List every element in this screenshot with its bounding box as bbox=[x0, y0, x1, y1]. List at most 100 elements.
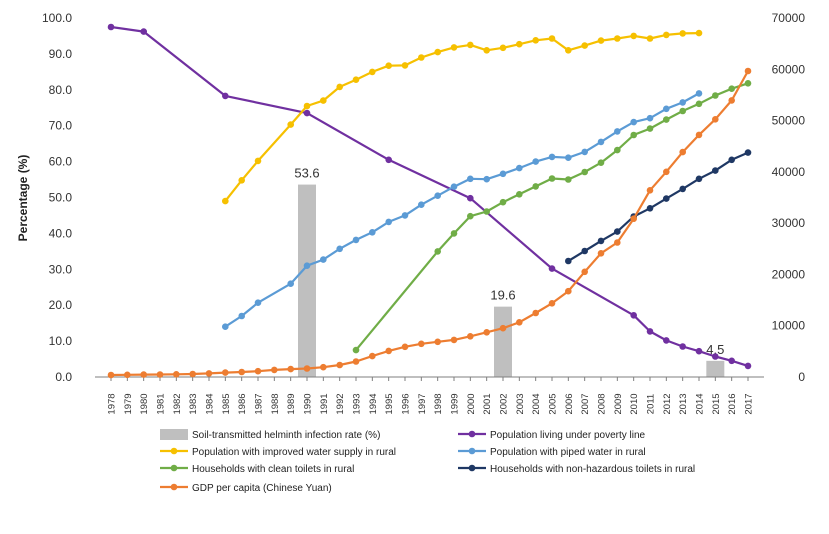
legend-label-gdp-per-capita-chinese-yuan: GDP per capita (Chinese Yuan) bbox=[192, 483, 332, 494]
series-point-households-with-clean-toilets-in-rural bbox=[450, 230, 458, 237]
y2-tick-label: 20000 bbox=[772, 267, 806, 281]
series-point-households-with-clean-toilets-in-rural bbox=[744, 80, 752, 87]
series-point-households-with-non-hazardous-toilets-in-rural bbox=[744, 149, 752, 156]
x-tick-label: 2002 bbox=[499, 393, 510, 414]
x-tick-label: 2007 bbox=[580, 393, 591, 414]
x-tick-label: 1991 bbox=[319, 393, 330, 414]
x-tick-label: 2003 bbox=[515, 393, 526, 414]
x-tick-label: 1998 bbox=[433, 393, 444, 414]
series-point-population-living-under-poverty-line bbox=[548, 265, 556, 272]
series-point-population-with-improved-water-supply-in-rural bbox=[516, 40, 523, 48]
x-tick-label: 1997 bbox=[417, 393, 428, 414]
y2-tick-label: 0 bbox=[798, 370, 805, 384]
series-point-gdp-per-capita-chinese-yuan bbox=[499, 324, 507, 332]
series-point-population-with-piped-water-in-rural bbox=[499, 170, 507, 178]
series-point-population-with-piped-water-in-rural bbox=[679, 99, 686, 106]
x-axis-ticks: 1978 1979 1980 1981 1982 1983 1984 1985 1986 1987… bbox=[107, 393, 755, 414]
x-tick-label: 1993 bbox=[352, 393, 363, 414]
series-point-households-with-non-hazardous-toilets-in-rural bbox=[581, 247, 588, 255]
series-point-population-with-improved-water-supply-in-rural bbox=[303, 102, 311, 110]
series-point-households-with-non-hazardous-toilets-in-rural bbox=[565, 257, 572, 265]
series-point-population-with-improved-water-supply-in-rural bbox=[663, 31, 670, 39]
x-tick-label: 2000 bbox=[466, 393, 477, 414]
x-tick-label: 2004 bbox=[531, 393, 542, 414]
series-point-population-with-piped-water-in-rural bbox=[532, 158, 539, 165]
x-tick-label: 2015 bbox=[711, 393, 722, 414]
series-point-gdp-per-capita-chinese-yuan bbox=[597, 250, 605, 257]
series-point-population-with-improved-water-supply-in-rural bbox=[369, 68, 376, 76]
x-tick-label: 1984 bbox=[205, 393, 216, 414]
x-tick-label: 1980 bbox=[139, 393, 150, 414]
series-point-gdp-per-capita-chinese-yuan bbox=[467, 333, 474, 340]
series-point-population-living-under-poverty-line bbox=[222, 92, 229, 100]
series-point-population-with-piped-water-in-rural bbox=[467, 175, 474, 183]
series-point-population-with-improved-water-supply-in-rural bbox=[418, 54, 425, 61]
legend: Soil-transmitted helminth infection rate… bbox=[160, 429, 695, 494]
legend-marker-households-with-clean-toilets-in-rural bbox=[170, 464, 178, 472]
x-tick-label: 2009 bbox=[613, 393, 624, 414]
series-point-gdp-per-capita-chinese-yuan bbox=[124, 371, 131, 379]
series-point-population-with-improved-water-supply-in-rural bbox=[287, 121, 295, 128]
x-tick-label: 1985 bbox=[221, 393, 232, 414]
series-point-population-with-piped-water-in-rural bbox=[369, 229, 376, 236]
series-point-population-living-under-poverty-line bbox=[303, 109, 311, 117]
x-tick-label: 1987 bbox=[254, 393, 265, 414]
legend-label-population-living-under-poverty-line: Population living under poverty line bbox=[490, 430, 646, 441]
x-tick-label: 2014 bbox=[695, 393, 706, 414]
series-point-gdp-per-capita-chinese-yuan bbox=[450, 336, 458, 344]
series-point-gdp-per-capita-chinese-yuan bbox=[565, 287, 572, 295]
series-point-households-with-clean-toilets-in-rural bbox=[548, 175, 556, 182]
series-point-population-with-improved-water-supply-in-rural bbox=[320, 97, 327, 104]
y-tick-label: 80.0 bbox=[49, 83, 73, 97]
series-point-gdp-per-capita-chinese-yuan bbox=[107, 371, 115, 379]
series-point-population-living-under-poverty-line bbox=[728, 357, 735, 365]
series-point-population-with-improved-water-supply-in-rural bbox=[450, 44, 458, 51]
series-point-population-living-under-poverty-line bbox=[695, 347, 703, 355]
series-point-gdp-per-capita-chinese-yuan bbox=[679, 148, 686, 156]
y-tick-label: 10.0 bbox=[49, 334, 73, 348]
y2-tick-label: 50000 bbox=[772, 114, 806, 128]
series-point-households-with-clean-toilets-in-rural bbox=[597, 159, 605, 166]
x-tick-label: 1983 bbox=[188, 393, 199, 414]
series-point-population-with-piped-water-in-rural bbox=[352, 236, 360, 244]
x-tick-label: 2008 bbox=[597, 393, 608, 414]
x-tick-label: 1988 bbox=[270, 393, 281, 414]
series-point-households-with-non-hazardous-toilets-in-rural bbox=[679, 185, 686, 193]
legend-label-population-with-piped-water-in-rural: Population with piped water in rural bbox=[490, 447, 646, 458]
x-axis-baseline bbox=[95, 376, 764, 381]
series-point-population-with-piped-water-in-rural bbox=[385, 218, 393, 226]
series-point-population-with-improved-water-supply-in-rural bbox=[695, 29, 703, 37]
series-point-population-with-improved-water-supply-in-rural bbox=[646, 35, 654, 42]
series-point-households-with-clean-toilets-in-rural bbox=[581, 168, 588, 176]
y-tick-label: 90.0 bbox=[49, 47, 73, 61]
series-point-population-with-improved-water-supply-in-rural bbox=[532, 37, 539, 44]
series-point-households-with-non-hazardous-toilets-in-rural bbox=[663, 195, 670, 202]
y-tick-label: 100.0 bbox=[42, 11, 72, 25]
series-point-gdp-per-capita-chinese-yuan bbox=[140, 371, 147, 378]
y-tick-label: 70.0 bbox=[49, 119, 73, 133]
series-point-population-with-improved-water-supply-in-rural bbox=[483, 47, 491, 54]
legend-marker-gdp-per-capita-chinese-yuan bbox=[170, 483, 178, 491]
series-point-gdp-per-capita-chinese-yuan bbox=[254, 367, 262, 375]
y-tick-label: 50.0 bbox=[49, 191, 73, 205]
series-point-population-with-piped-water-in-rural bbox=[646, 114, 654, 122]
legend-marker-population-living-under-poverty-line bbox=[468, 430, 476, 438]
x-tick-label: 1994 bbox=[368, 393, 379, 414]
y-tick-label: 60.0 bbox=[49, 155, 73, 169]
x-tick-label: 2001 bbox=[482, 393, 493, 414]
series-point-gdp-per-capita-chinese-yuan bbox=[238, 368, 245, 376]
series-point-households-with-clean-toilets-in-rural bbox=[352, 346, 360, 354]
series-point-population-with-improved-water-supply-in-rural bbox=[222, 197, 229, 205]
series-point-population-with-piped-water-in-rural bbox=[434, 192, 442, 199]
series-point-population-with-improved-water-supply-in-rural bbox=[467, 41, 474, 49]
y2-tick-label: 40000 bbox=[772, 165, 806, 179]
series-point-population-living-under-poverty-line bbox=[140, 28, 147, 35]
series-point-gdp-per-capita-chinese-yuan bbox=[532, 309, 539, 317]
series-point-population-with-piped-water-in-rural bbox=[238, 312, 245, 320]
y2-tick-label: 70000 bbox=[772, 11, 806, 25]
series-point-households-with-clean-toilets-in-rural bbox=[646, 125, 654, 132]
y2-tick-label: 10000 bbox=[772, 319, 806, 333]
series-point-households-with-non-hazardous-toilets-in-rural bbox=[728, 156, 735, 164]
series-point-households-with-clean-toilets-in-rural bbox=[679, 107, 686, 115]
series-point-population-with-improved-water-supply-in-rural bbox=[401, 62, 409, 69]
